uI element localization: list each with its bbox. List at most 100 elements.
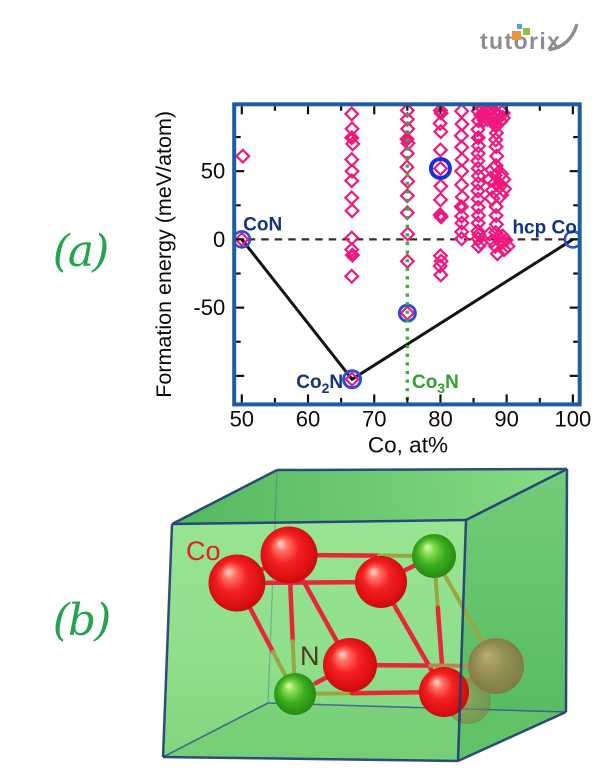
scatter-point: [470, 175, 487, 192]
hull-highlight-point: [342, 369, 363, 390]
scatter-point: [432, 160, 449, 177]
y-tick-label: -50: [193, 295, 225, 320]
crystal-atoms: [208, 526, 524, 724]
co-atom-label: Co: [186, 536, 221, 566]
scatter-point: [399, 253, 416, 270]
x-axis-title: Co, at%: [368, 432, 448, 457]
scatter-point: [487, 238, 504, 255]
scatter-point: [455, 200, 468, 213]
scatter-point: [496, 241, 512, 258]
phase-label: hcp Co: [512, 218, 576, 239]
convex-hull-line: [240, 238, 574, 382]
x-tick-label: 80: [428, 406, 452, 431]
scatter-point: [344, 202, 360, 219]
plot-data-area: [236, 106, 578, 403]
scatter-point: [453, 176, 470, 193]
scatter-point: [470, 145, 487, 162]
scatter-point: [470, 168, 487, 184]
box-hidden-edges: [162, 469, 567, 758]
logo-text: tutorix: [480, 28, 562, 54]
crystal-structure-panel: Co N: [161, 467, 569, 763]
scatter-point: [346, 249, 358, 261]
scatter-point: [491, 178, 509, 195]
scatter-point: [488, 148, 505, 165]
hull-highlight-point: [563, 230, 578, 249]
scatter-point: [343, 241, 360, 258]
scatter-point: [488, 198, 504, 215]
plot-frame: [232, 102, 582, 407]
cobalt-atom: [323, 638, 377, 692]
scatter-point: [344, 136, 361, 152]
cobalt-atom: [208, 554, 266, 612]
scatter-point: [494, 228, 511, 244]
scatter-point: [434, 107, 447, 120]
n-atom-label: N: [300, 641, 320, 671]
x-tick-label: 100: [555, 406, 592, 431]
scatter-point: [492, 169, 512, 189]
scatter-point: [432, 267, 449, 283]
formation-energy-chart: CoN Co2N Co3N hcp Co 50 60 70 80 90 100 -50 0 50 Co, …: [152, 102, 592, 457]
cobalt-atom: [355, 556, 407, 608]
scatter-point: [470, 199, 487, 216]
scatter-point: [488, 138, 504, 155]
scatter-point: [343, 129, 360, 146]
phase-label: Co2N: [296, 372, 343, 396]
cobalt-atom: [468, 638, 524, 694]
scatter-point: [470, 191, 487, 208]
hull-highlight-point: [428, 156, 452, 180]
x-tick-label: 50: [230, 406, 254, 431]
y-tick-label: 0: [213, 227, 225, 252]
scatter-point: [454, 215, 470, 231]
box-edges: [161, 467, 569, 763]
scatter-point: [236, 231, 250, 248]
scatter-point: [487, 131, 504, 148]
scatter-point: [490, 228, 507, 245]
scatter-point: [399, 173, 416, 190]
x-tick-label: 90: [494, 406, 518, 431]
scatter-point: [344, 247, 361, 263]
scatter-point: [453, 208, 470, 225]
scatter-point: [399, 111, 416, 128]
scatter-point: [432, 123, 449, 140]
phase-label: Co3N: [412, 372, 459, 396]
scatter-point: [472, 131, 484, 144]
logo-orange-dot-icon: [512, 31, 521, 40]
panel-label-a: (a): [52, 226, 110, 277]
scatter-point: [453, 106, 470, 119]
scatter-point: [399, 106, 416, 119]
scatter-point: [470, 138, 487, 154]
scatter-point: [236, 148, 251, 165]
logo-green-dot-icon: [522, 28, 530, 35]
scatter-point: [494, 109, 512, 127]
scatter-point: [489, 245, 506, 262]
scatter-point: [470, 223, 486, 240]
scatter-point: [432, 191, 449, 208]
scatter-point: [432, 178, 449, 195]
scatter-point: [432, 115, 448, 132]
scatter-point: [453, 230, 470, 247]
hull-highlight-point: [236, 230, 252, 249]
scatter-point: [343, 268, 360, 285]
scatter-point: [399, 226, 416, 242]
scatter-point: [487, 167, 503, 183]
scatter-point: [344, 163, 360, 180]
phase-label: CoN: [243, 215, 282, 236]
scatter-point: [345, 131, 358, 144]
y-axis-title: Formation energy (meV/atom): [152, 111, 176, 398]
x-tick-label: 60: [296, 406, 320, 431]
scatter-point: [470, 207, 487, 224]
scatter-point: [481, 226, 498, 242]
scatter-point: [494, 179, 513, 198]
logo-blue-dot-icon: [517, 24, 522, 29]
scatter-point: [432, 247, 449, 264]
scatter-point: [343, 106, 360, 122]
scatter-point: [470, 160, 487, 177]
scatter-point: [435, 211, 447, 223]
scatter-point: [433, 209, 449, 225]
tutorix-logo: tutorix: [480, 22, 590, 64]
scatter-point: [344, 371, 360, 388]
scatter-point: [490, 120, 502, 132]
scatter-point: [453, 198, 470, 215]
